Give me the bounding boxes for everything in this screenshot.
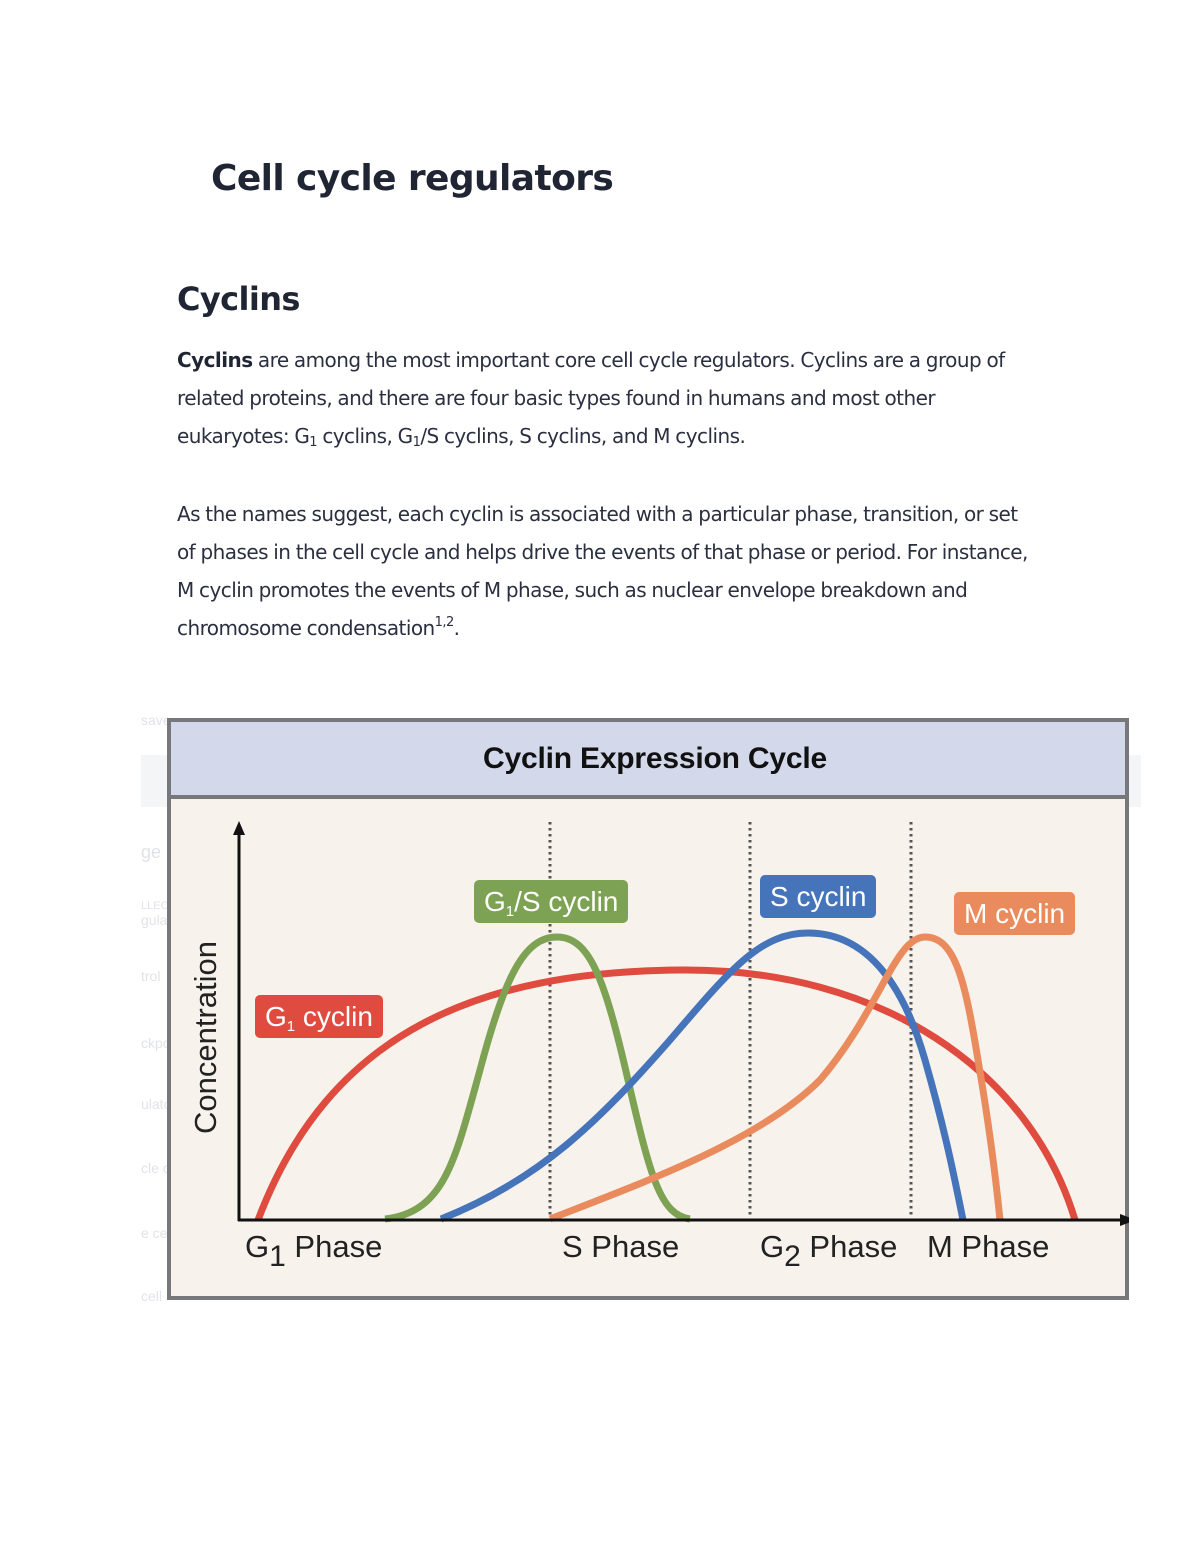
ghost-text: save: [141, 712, 171, 728]
m-cyclin-curve: [548, 933, 1004, 1223]
ghost-text: cell: [141, 1288, 163, 1304]
ghost-tab: [141, 755, 171, 807]
ghost-tab-right: [1129, 755, 1141, 807]
paragraph-cyclin-phases: As the names suggest, each cyclin is ass…: [177, 502, 1028, 640]
g1-cyclin-curve: [254, 966, 1079, 1222]
x-axis-arrow-icon: [1120, 1214, 1129, 1226]
x-label-g1-phase: G1 Phase: [245, 1229, 383, 1273]
x-label-g2-phase: G2 Phase: [760, 1229, 898, 1273]
page-title: Cell cycle regulators: [211, 158, 614, 199]
g1s-cyclin-curve: [384, 933, 691, 1223]
ghost-text: ckpo: [141, 1035, 171, 1051]
x-label-s-phase: S Phase: [562, 1229, 680, 1264]
ghost-text: trol: [141, 968, 161, 984]
figure-title-bar: Cyclin Expression Cycle: [171, 722, 1125, 799]
figure-title: Cyclin Expression Cycle: [483, 741, 827, 775]
ghost-text: LLEC: [141, 900, 169, 912]
cyclin-chart-plot: [233, 821, 1129, 1226]
citation-link[interactable]: 1,2: [434, 615, 455, 630]
ghost-text: ulato: [141, 1096, 172, 1112]
cyclin-expression-figure: Cyclin Expression Cycle Concentration G1…: [167, 718, 1129, 1300]
x-label-m-phase: M Phase: [927, 1229, 1050, 1264]
tag-g1s-cyclin: G1/S cyclin: [474, 880, 629, 923]
ghost-text: cle c: [141, 1160, 170, 1176]
s-cyclin-curve: [439, 929, 967, 1223]
tag-s-cyclin: S cyclin: [760, 875, 877, 918]
y-axis-arrow-icon: [233, 821, 245, 835]
ghost-text: gulat: [141, 912, 172, 928]
section-heading-cyclins: Cyclins: [177, 280, 300, 318]
tag-g1-cyclin: G1 cyclin: [255, 995, 383, 1038]
tag-m-cyclin: M cyclin: [954, 892, 1076, 935]
bold-term-cyclins: Cyclins: [177, 348, 253, 372]
paragraph-cyclins-intro: Cyclins are among the most important cor…: [177, 348, 1005, 450]
ghost-text: e ce: [141, 1225, 168, 1241]
y-axis-label: Concentration: [188, 940, 223, 1134]
